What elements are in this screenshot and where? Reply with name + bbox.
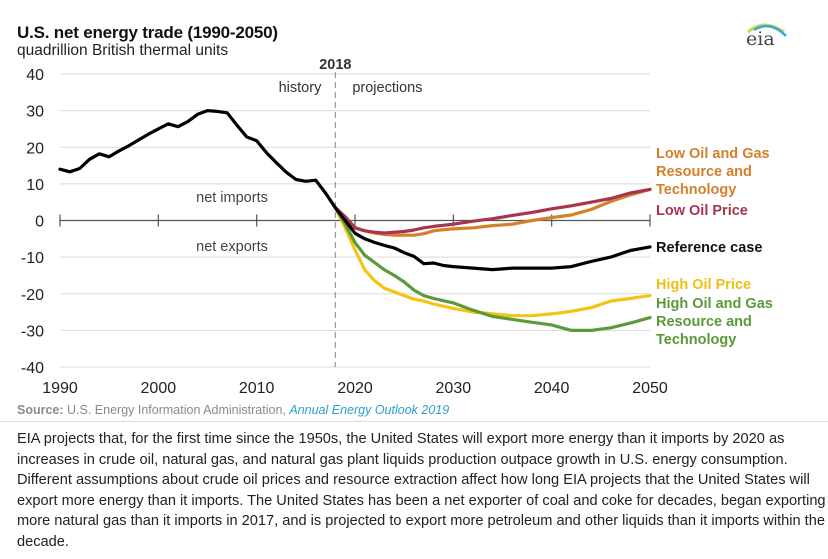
y-tick-label: -30	[21, 323, 44, 340]
series-line-high-oil-and-gas-resource-and-technology	[333, 206, 652, 332]
x-tick-label: 2000	[141, 380, 177, 397]
y-tick-label: 40	[26, 67, 44, 84]
legend-label-line: Technology	[656, 332, 737, 348]
legend-label-line: Low Oil and Gas	[656, 146, 770, 162]
series-line-history	[58, 109, 337, 210]
legend-label-line: High Oil and Gas	[656, 296, 773, 312]
divider	[0, 421, 828, 422]
legend-label-high-oil-and-gas-resource-and-technology: High Oil and Gas Resource and Technology	[656, 295, 773, 349]
x-tick-label: 2040	[534, 380, 570, 397]
legend-label-line: Reference case	[656, 240, 763, 256]
legend-label-line: Low Oil Price	[656, 203, 748, 219]
legend-label-line: Technology	[656, 182, 737, 198]
y-tick-label: -40	[21, 360, 44, 377]
y-tick-label: -10	[21, 250, 44, 267]
legend-label-line: High Oil Price	[656, 277, 752, 293]
region-labels: net imports net exports	[196, 190, 268, 255]
y-tick-label: 10	[26, 177, 44, 194]
y-tick-label: -20	[21, 287, 44, 304]
gridlines	[60, 73, 650, 368]
chart-units-label: quadrillion British thermal units	[17, 42, 229, 59]
eia-logo-swoosh-icon	[747, 23, 787, 37]
x-axis	[59, 214, 651, 227]
series-line-reference-case	[333, 206, 652, 272]
chart-title: U.S. net energy trade (1990-2050)	[17, 23, 278, 42]
legend-label-low-oil-price: Low Oil Price	[656, 202, 748, 220]
net-imports-label: net imports	[196, 190, 268, 206]
x-tick-label: 2030	[436, 380, 472, 397]
legend-label-line: Resource and	[656, 314, 752, 330]
description-paragraph: EIA projects that, for the first time si…	[17, 431, 826, 550]
projections-label: projections	[352, 80, 422, 96]
source-prefix: Source:	[17, 403, 64, 417]
series-line-high-oil-price	[333, 206, 652, 318]
x-tick-label: 2010	[239, 380, 275, 397]
eia-logo-text: eia	[746, 28, 775, 50]
source-link[interactable]: Annual Energy Outlook 2019	[289, 403, 450, 417]
x-tick-label: 2020	[337, 380, 373, 397]
series-line-low-oil-and-gas-resource-and-technology	[333, 187, 652, 237]
y-tick-label: 20	[26, 140, 44, 157]
source-note: Source: U.S. Energy Information Administ…	[17, 403, 449, 417]
series-line-low-oil-price	[333, 187, 652, 235]
y-tick-label: 30	[26, 104, 44, 121]
x-axis-ticks: 1990 2000 2010 2020 2030 2040 2050	[42, 380, 668, 397]
history-label: history	[279, 80, 322, 96]
legend-label-low-oil-and-gas-resource-and-technology: Low Oil and Gas Resource and Technology	[656, 145, 770, 199]
x-tick-label: 1990	[42, 380, 78, 397]
history-projection-divider: 2018 history projections	[279, 57, 422, 367]
eia-logo: eia	[740, 18, 790, 52]
x-tick-label: 2050	[632, 380, 668, 397]
legend-label-high-oil-price: High Oil Price	[656, 276, 751, 294]
legend-label-reference-case: Reference case	[656, 239, 762, 257]
divider-year-label: 2018	[319, 57, 351, 73]
net-exports-label: net exports	[196, 239, 268, 255]
y-tick-label: 0	[35, 214, 44, 231]
series-lines	[58, 109, 652, 332]
source-org: U.S. Energy Information Administration,	[63, 403, 290, 417]
y-axis-ticks: 40 30 20 10 0 -10 -20 -30 -40	[21, 67, 44, 377]
legend-label-line: Resource and	[656, 164, 752, 180]
